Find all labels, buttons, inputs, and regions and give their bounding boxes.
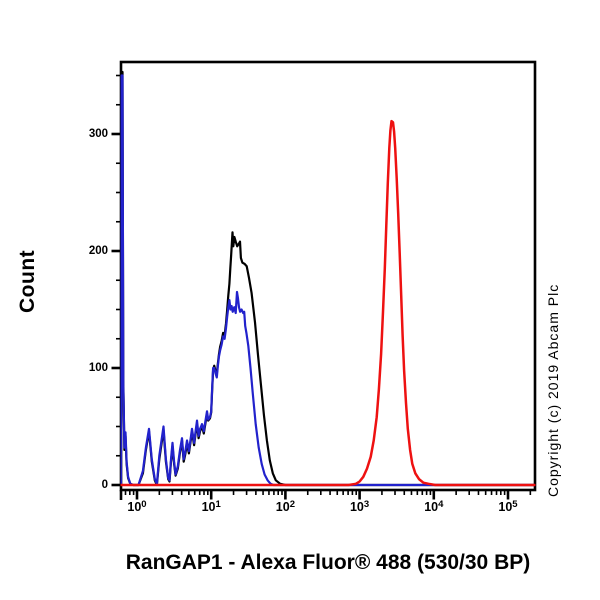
x-tick-label: 104 <box>424 499 444 515</box>
series-blue-curve <box>120 74 536 487</box>
y-tick-label: 0 <box>101 479 108 491</box>
series-red-curve <box>120 119 536 487</box>
plot-frame <box>119 60 537 492</box>
x-axis-title: RanGAP1 - Alexa Fluor® 488 (530/30 BP) <box>125 551 531 574</box>
x-tick-label: 105 <box>498 499 518 515</box>
y-tick-label: 300 <box>88 128 108 140</box>
x-tick-label: 100 <box>127 499 147 515</box>
y-tick-label: 100 <box>88 362 108 374</box>
x-tick-label: 102 <box>275 499 295 515</box>
x-tick-label: 101 <box>201 499 221 515</box>
x-tick-label: 103 <box>349 499 370 515</box>
y-tick-label: 200 <box>88 245 108 257</box>
copyright-text: Copyright (c) 2019 Abcam Plc <box>545 283 561 497</box>
series-black-curve <box>120 70 536 487</box>
